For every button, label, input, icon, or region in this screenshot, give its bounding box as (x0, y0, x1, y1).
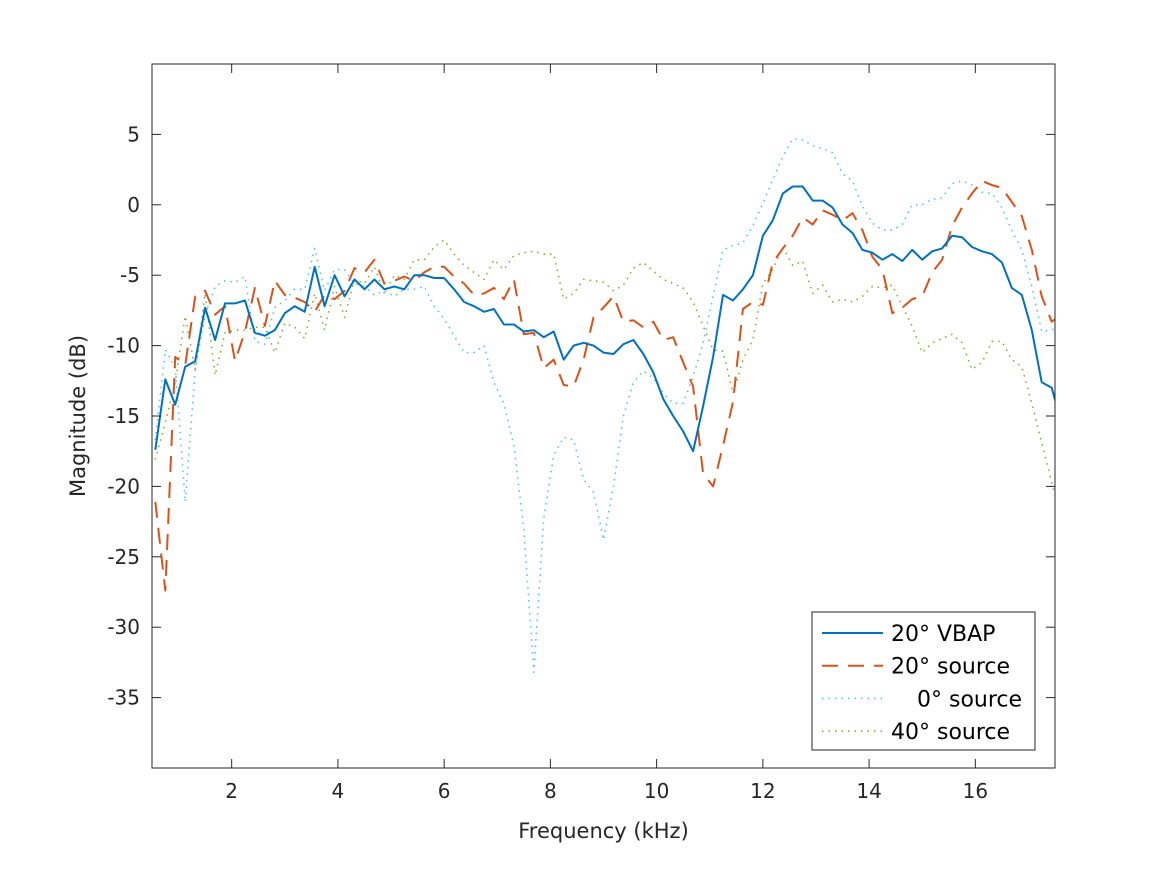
x-tick-label: 8 (544, 779, 557, 803)
series-layer (154, 137, 1055, 674)
y-tick-label: -15 (107, 404, 140, 428)
y-tick-label: -30 (107, 615, 140, 639)
legend-label-series-40-source: 40° source (891, 720, 1010, 745)
x-tick-label: 16 (963, 779, 988, 803)
series-40-source-line (154, 239, 1055, 499)
y-tick-label: -25 (107, 545, 140, 569)
legend: 20° VBAP 20° source 0° source 40° source (811, 611, 1036, 751)
x-tick-label: 10 (644, 779, 669, 803)
legend-box (811, 611, 1036, 751)
x-tick-label: 14 (856, 779, 881, 803)
y-tick-label: -35 (107, 686, 140, 710)
legend-label-series-20-source: 20° source (891, 655, 1010, 680)
series-20-vbap-line (154, 185, 1055, 453)
y-axis-label: Magnitude (dB) (66, 335, 90, 497)
x-tick-label: 6 (438, 779, 451, 803)
axes-box (151, 63, 1056, 769)
y-tick-label: 0 (127, 193, 140, 217)
x-tick-label: 2 (225, 779, 238, 803)
x-axis-label: Frequency (kHz) (518, 819, 689, 843)
legend-label-series-20-vbap: 20° VBAP (891, 622, 995, 647)
x-tick-label: 12 (750, 779, 775, 803)
ticks-layer: 2 4 6 8 10 12 14 16 5 0 -5 -10 -15 -20 -25 -30 -35 (107, 64, 1055, 803)
y-tick-label: -20 (107, 474, 140, 498)
y-tick-label: 5 (127, 122, 140, 146)
y-tick-label: -10 (107, 334, 140, 358)
y-tick-label: -5 (120, 263, 140, 287)
legend-label-series-0-source: 0° source (917, 687, 1022, 712)
x-tick-label: 4 (332, 779, 345, 803)
